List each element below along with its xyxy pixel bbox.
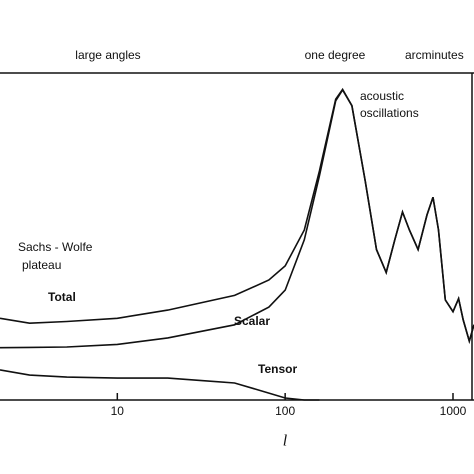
annotation: Sachs - Wolfe bbox=[18, 240, 93, 254]
legend-label: Total bbox=[48, 290, 76, 304]
x-tick-label: 1000 bbox=[440, 404, 467, 418]
legend-label: Scalar bbox=[234, 314, 270, 328]
annotation: oscillations bbox=[360, 106, 419, 120]
top-label: large angles bbox=[75, 48, 140, 62]
top-label: arcminutes bbox=[405, 48, 464, 62]
x-tick-label: 10 bbox=[111, 404, 125, 418]
series-line bbox=[0, 88, 474, 349]
x-tick-label: 100 bbox=[275, 404, 295, 418]
annotation: acoustic bbox=[360, 89, 404, 103]
annotation: plateau bbox=[22, 258, 61, 272]
x-axis-label: l bbox=[283, 433, 288, 450]
series-line bbox=[0, 369, 320, 401]
legend-label: Tensor bbox=[258, 362, 297, 376]
top-label: one degree bbox=[305, 48, 366, 62]
